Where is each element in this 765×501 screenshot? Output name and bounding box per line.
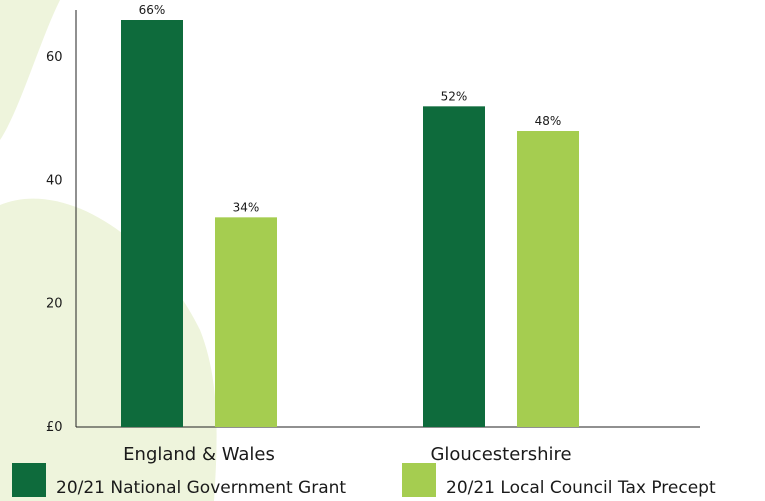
y-axis-ticks: £0 20 40 60	[46, 50, 63, 435]
y-tick-label: 40	[46, 173, 63, 188]
bar	[423, 106, 485, 427]
category-label: England & Wales	[123, 444, 275, 465]
legend-swatch	[12, 463, 46, 497]
y-tick-label: 20	[46, 297, 63, 312]
bars	[121, 20, 579, 427]
bar	[517, 131, 579, 427]
bar-data-label: 34%	[233, 200, 260, 214]
legend-label: 20/21 National Government Grant	[56, 478, 346, 498]
bar-data-label: 66%	[139, 3, 166, 17]
bar	[215, 217, 277, 427]
category-label: Gloucestershire	[430, 444, 571, 465]
y-tick-label: 60	[46, 50, 63, 65]
background-blob-top	[0, 0, 60, 140]
legend: 20/21 National Government Grant 20/21 Loc…	[12, 463, 716, 498]
bar	[121, 20, 183, 427]
bar-data-label: 52%	[441, 89, 468, 103]
data-labels: 66% 34% 52% 48%	[139, 3, 562, 214]
legend-swatch	[402, 463, 436, 497]
category-labels: England & Wales Gloucestershire	[123, 444, 571, 465]
background-decoration	[0, 0, 217, 501]
bar-data-label: 48%	[535, 114, 562, 128]
y-tick-label: £0	[46, 420, 63, 435]
legend-label: 20/21 Local Council Tax Precept	[446, 478, 716, 498]
